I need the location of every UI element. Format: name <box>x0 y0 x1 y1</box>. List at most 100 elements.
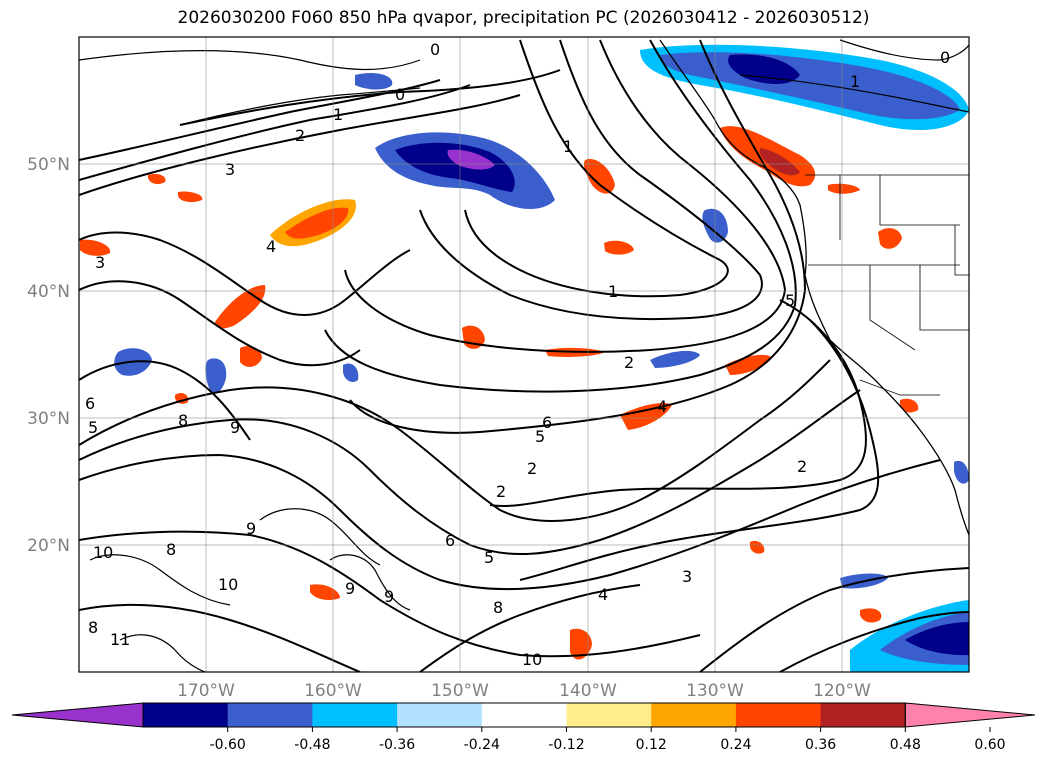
colorbar-tick-label: -0.48 <box>294 737 330 753</box>
contour-label: 4 <box>266 237 276 256</box>
precip-positive-blob <box>620 403 672 430</box>
precip-negative-small <box>355 73 393 90</box>
contour-line <box>79 79 441 161</box>
contour-label: 8 <box>88 618 98 637</box>
colorbar-extend-min <box>11 702 144 728</box>
precip-negative-small <box>954 460 969 484</box>
map-background <box>79 37 969 672</box>
contour-label: 6 <box>445 531 455 550</box>
colorbar-segment <box>820 703 906 727</box>
state-border <box>919 265 969 331</box>
contour-line <box>419 39 763 321</box>
contour-label: 1 <box>850 72 860 91</box>
contour-line <box>179 87 421 126</box>
lat-tick-label: 40°N <box>27 282 70 302</box>
contour-line <box>259 508 381 566</box>
precip-positive-blob <box>570 628 592 660</box>
state-border <box>869 265 916 351</box>
contour-label: 9 <box>384 587 394 606</box>
contour-label: 9 <box>345 579 355 598</box>
colorbar-tick-label: 0.48 <box>890 737 921 753</box>
colorbar-frame <box>142 702 906 728</box>
contour-labels: 0 0 0 1 1 1 1 2 2 2 2 2 3 3 3 4 4 4 5 5 … <box>85 40 950 669</box>
contour-label: 1 <box>333 105 343 124</box>
contour-label: 6 <box>85 394 95 413</box>
colorbar-tick-label: -0.12 <box>548 737 584 753</box>
contour-label: 9 <box>230 418 240 437</box>
lon-tick-label: 140°W <box>559 681 617 701</box>
contour-label: 9 <box>246 519 256 538</box>
contour-line <box>79 530 701 658</box>
contour-label: 4 <box>598 585 608 604</box>
lon-tick-label: 170°W <box>177 681 235 701</box>
precip-positive-blob <box>750 540 765 554</box>
colorbar-segment <box>481 703 567 727</box>
qvapor-contours <box>79 39 969 672</box>
contour-label: 2 <box>295 126 305 145</box>
contour-line <box>329 554 411 611</box>
contour-line <box>419 584 641 672</box>
contour-label: 8 <box>493 598 503 617</box>
contour-label: 2 <box>527 459 537 478</box>
precip-negative-blob-ne-core <box>728 54 800 84</box>
precip-positive-blob <box>80 239 111 256</box>
contour-line <box>79 603 361 672</box>
colorbar-extend-max <box>904 702 1036 728</box>
contour-line <box>79 360 251 441</box>
colorbar-segment <box>566 703 652 727</box>
contour-label: 10 <box>93 543 113 562</box>
contour-line <box>179 69 561 126</box>
contour-line <box>739 74 969 113</box>
precip-positive-blob <box>900 398 919 413</box>
contour-label: 1 <box>608 282 618 301</box>
lon-tick-label: 150°W <box>431 681 489 701</box>
colorbar-segment <box>227 703 313 727</box>
lat-tick-label: 20°N <box>27 536 70 556</box>
contour-label: 3 <box>682 567 692 586</box>
contour-label: 8 <box>178 411 188 430</box>
north-america-coast <box>659 39 969 536</box>
contour-label: 4 <box>657 397 667 416</box>
contour-line <box>79 49 421 71</box>
lat-tick-label: 50°N <box>27 155 70 175</box>
mexico-border <box>859 379 940 396</box>
contour-label: 0 <box>940 48 950 67</box>
precip-positive-blob <box>878 228 902 249</box>
contour-line <box>79 359 831 522</box>
contour-line <box>839 39 969 61</box>
lon-tick-labels: 170°W 160°W 150°W 140°W 130°W 120°W <box>177 681 871 701</box>
contour-label: 6 <box>542 413 552 432</box>
precip-positive-blob <box>240 346 262 367</box>
precip-shading <box>80 44 969 672</box>
contour-line <box>344 39 787 353</box>
lat-tick-label: 30°N <box>27 409 70 429</box>
contour-line <box>79 84 471 181</box>
state-border <box>954 225 969 276</box>
contour-label: 2 <box>797 457 807 476</box>
contour-label: 5 <box>535 427 545 446</box>
map-frame <box>78 36 970 673</box>
precip-negative-small <box>205 358 227 394</box>
state-border <box>879 175 960 226</box>
contour-line <box>519 319 880 581</box>
colorbar-segment <box>735 703 822 727</box>
contour-label: 1 <box>563 137 573 156</box>
contour-line <box>699 567 969 672</box>
colorbar-segment <box>651 703 737 727</box>
precip-positive-blob <box>725 354 772 375</box>
contour-line <box>324 39 797 393</box>
contour-line <box>79 453 941 591</box>
colorbar-tick-label: 0.24 <box>720 737 751 753</box>
colorbar-segment <box>312 703 398 727</box>
contour-line <box>489 299 867 507</box>
contour-line <box>79 231 411 316</box>
contour-line <box>464 39 729 298</box>
contour-label: 8 <box>166 540 176 559</box>
colorbar: -0.60 -0.48 -0.36 -0.24 -0.12 0.12 0.24 0.36 0.4… <box>11 702 1036 753</box>
colorbar-tick-label: -0.24 <box>464 737 500 753</box>
contour-label: 5 <box>484 548 494 567</box>
contour-line <box>779 611 969 672</box>
lon-tick-label: 160°W <box>304 681 362 701</box>
precip-negative-small <box>650 350 700 368</box>
